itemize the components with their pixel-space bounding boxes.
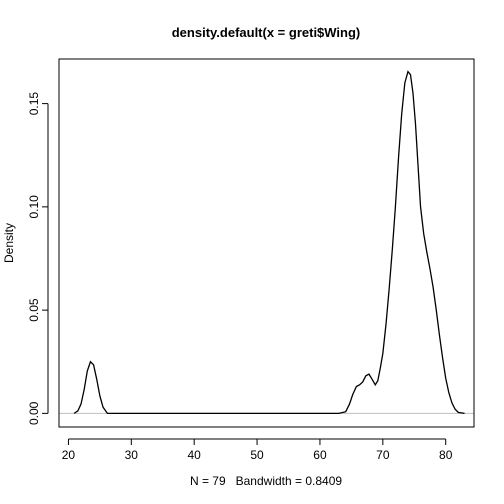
density-curve (73, 70, 465, 415)
x-tick-label: 50 (250, 448, 264, 462)
chart-title: density.default(x = greti$Wing) (172, 25, 361, 40)
plot-box (58, 58, 475, 428)
x-tick-label: 30 (125, 448, 139, 462)
x-tick-label: 60 (313, 448, 327, 462)
y-axis-label: Density (2, 223, 16, 263)
x-tick-label: 40 (188, 448, 202, 462)
y-tick-label: 0.10 (27, 195, 41, 219)
x-tick-label: 70 (376, 448, 390, 462)
y-tick-label: 0.00 (27, 401, 41, 425)
x-axis-label: N = 79 Bandwidth = 0.8409 (190, 474, 342, 488)
y-tick-label: 0.05 (27, 298, 41, 322)
x-tick-label: 20 (62, 448, 76, 462)
y-axis: 0.00 0.05 0.10 0.15 (27, 92, 49, 425)
x-axis: 20 30 40 50 60 70 80 (62, 438, 453, 462)
x-tick-label: 80 (439, 448, 453, 462)
y-tick-label: 0.15 (27, 92, 41, 116)
